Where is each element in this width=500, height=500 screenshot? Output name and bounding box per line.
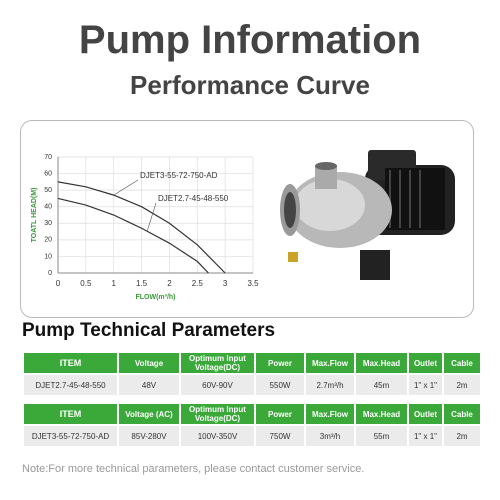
header-cell: Max.Head	[356, 404, 407, 424]
cell: DJET2.7-45-48-550	[24, 375, 117, 395]
header-cell: Max.Head	[356, 353, 407, 373]
subtitle: Performance Curve	[130, 70, 370, 100]
chart: 0 10 20 30 40 50 60 70 0 0.5 1 1.5 2 2.5 3 3.5 FLOW(m³/h…	[31, 150, 455, 301]
y-tick-label: 30	[44, 220, 52, 227]
cell: 2m	[444, 375, 480, 395]
x-tick-label: 2.5	[192, 279, 204, 288]
y-tick-label: 0	[48, 270, 52, 277]
x-tick-label: 3	[223, 279, 228, 288]
y-axis-label: TOATL HEAD(M)	[31, 188, 38, 243]
leader-line	[113, 179, 139, 196]
x-tick-label: 1.5	[136, 279, 148, 288]
pump-image	[280, 150, 455, 280]
cell: 60V-90V	[181, 375, 254, 395]
y-tick-label: 60	[44, 170, 52, 177]
cell: 1" x 1"	[409, 375, 442, 395]
cell: 1" x 1"	[409, 426, 442, 446]
header-cell: ITEM	[24, 353, 117, 373]
header-cell: Outlet	[409, 404, 442, 424]
cell: 550W	[256, 375, 304, 395]
header-cell: Outlet	[409, 353, 442, 373]
cell: 3m³/h	[306, 426, 354, 446]
header-cell: Power	[256, 353, 304, 373]
cell: 85V-280V	[119, 426, 179, 446]
cell: 2m	[444, 426, 480, 446]
header-cell: Optimum Input Voltage(DC)	[181, 404, 254, 424]
y-tick-label: 70	[44, 154, 52, 161]
x-tick-label: 0.5	[80, 279, 92, 288]
note: Note:For more technical parameters, plea…	[22, 463, 365, 475]
cell: 750W	[256, 426, 304, 446]
x-tick-label: 3.5	[247, 279, 259, 288]
x-axis-label: FLOW(m³/h)	[135, 294, 175, 301]
cell: 100V-350V	[181, 426, 254, 446]
series-label: DJET2.7-45-48-550	[158, 194, 229, 203]
header-cell: Cable	[444, 404, 480, 424]
title: Pump Information	[78, 18, 422, 62]
curve	[57, 181, 226, 274]
curve	[57, 197, 209, 274]
series-label: DJET3-55-72-750-AD	[140, 171, 218, 180]
y-tick-label: 40	[44, 204, 52, 211]
cell: 45m	[356, 375, 407, 395]
leader-line	[146, 202, 157, 232]
header-cell: ITEM	[24, 404, 117, 424]
header-cell: Cable	[444, 353, 480, 373]
cell: 48V	[119, 375, 179, 395]
spec-table: ITEM Voltage (AC) Optimum Input Voltage(DC…	[22, 402, 482, 448]
x-tick-label: 2	[167, 279, 172, 288]
x-tick-label: 1	[111, 279, 116, 288]
header-cell: Optimum Input Voltage(DC)	[181, 353, 254, 373]
header-cell: Voltage (AC)	[119, 404, 179, 424]
header-cell: Voltage	[119, 353, 179, 373]
cell: 2.7m³/h	[306, 375, 354, 395]
header-cell: Max.Flow	[306, 404, 354, 424]
cell: 55m	[356, 426, 407, 446]
header-cell: Max.Flow	[306, 353, 354, 373]
y-tick-label: 20	[44, 237, 52, 244]
section-title: Pump Technical Parameters	[22, 320, 276, 341]
chart-panel	[20, 120, 474, 318]
spec-table: ITEM Voltage Optimum Input Voltage(DC) Powe…	[22, 351, 482, 397]
y-tick-label: 10	[44, 253, 52, 260]
cell: DJET3-55-72-750-AD	[24, 426, 117, 446]
y-tick-label: 50	[44, 187, 52, 194]
x-tick-label: 0	[56, 279, 61, 288]
header-cell: Power	[256, 404, 304, 424]
